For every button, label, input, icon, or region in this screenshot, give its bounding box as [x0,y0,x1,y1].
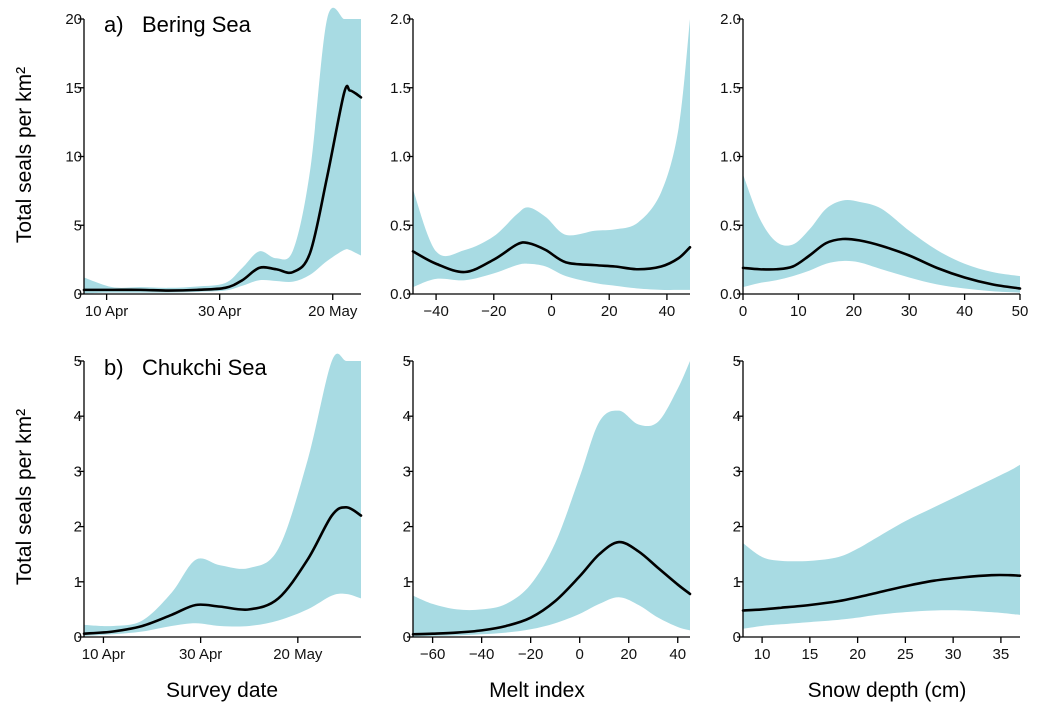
mean-curve [741,237,1022,290]
y-tick-label: 0 [74,286,82,303]
y-tick-label: 4 [733,408,741,425]
x-tick-label: −20 [481,303,506,320]
x-tick-label: 50 [1012,303,1029,320]
chart-panel-5: 0 1 2 3 4 5 −60 −40 −20 0 20 40 [403,353,692,663]
x-tick-label: −60 [420,646,445,663]
y-tick-label: 4 [74,408,82,425]
mean-curve [411,540,692,636]
y-tick-label: 0 [403,629,411,646]
x-tick-label: 0 [739,303,747,320]
mean-curve [82,84,363,292]
x-tick-label: 20 [620,646,637,663]
x-tick-label: 30 [945,646,962,663]
y-tick-label: 2 [733,519,741,536]
x-tick-label: 40 [659,303,676,320]
panel-region-b: Chukchi Sea [142,355,268,380]
confidence-band [743,464,1020,629]
confidence-band [743,174,1020,293]
x-tick-label: 10 Apr [85,303,128,320]
y-tick-label: 1 [74,574,82,591]
x-axis-label-survey-date: Survey date [166,679,278,702]
y-tick-label: 5 [403,353,411,370]
x-tick-label: 40 [956,303,973,320]
y-tick-label: 4 [403,408,411,425]
y-tick-label: 3 [74,463,82,480]
y-tick-label: 2.0 [390,11,411,28]
panel-title-b: b) Chukchi Sea [104,355,268,380]
y-tick-label: 2 [403,519,411,536]
x-tick-label: 20 May [273,646,323,663]
y-tick-label: 0 [733,629,741,646]
x-tick-label: −40 [423,303,448,320]
y-axis-label-bottom: Total seals per km² [13,409,36,585]
x-tick-label: 15 [802,646,819,663]
x-axis-label-snow-depth: Snow depth (cm) [808,679,967,702]
x-axis-label-melt-index: Melt index [489,679,585,702]
y-tick-label: 5 [733,353,741,370]
x-tick-label: −20 [518,646,543,663]
y-tick-label: 20 [65,11,82,28]
y-tick-label: 1 [403,574,411,591]
x-tick-label: 20 [849,646,866,663]
panel-letter-b: b) [104,355,124,380]
panel-title-a: a) Bering Sea [104,12,252,37]
x-tick-label: 10 [790,303,807,320]
y-tick-label: 0 [74,629,82,646]
confidence-band [84,7,361,294]
chart-panel-2: 0.0 0.5 1.0 1.5 2.0 −40 −20 0 20 40 [390,11,692,320]
mean-curve [82,505,363,635]
chart-panel-6: 0 1 2 3 4 5 10 15 20 25 30 35 [733,353,1022,663]
x-tick-label: 10 [754,646,771,663]
y-tick-label: 1.5 [390,80,411,97]
x-tick-label: 20 May [308,303,358,320]
y-tick-label: 1.0 [390,149,411,166]
x-tick-label: 10 Apr [82,646,125,663]
y-tick-label: 1.5 [720,80,741,97]
y-tick-label: 1 [733,574,741,591]
y-tick-label: 3 [403,463,411,480]
x-tick-label: 20 [601,303,618,320]
x-tick-label: 40 [669,646,686,663]
x-tick-label: 20 [845,303,862,320]
y-tick-label: 3 [733,463,741,480]
panel-region-a: Bering Sea [142,12,252,37]
x-tick-label: 30 [901,303,918,320]
y-tick-label: 2.0 [720,11,741,28]
y-tick-label: 0.0 [390,286,411,303]
y-tick-label: 10 [65,149,82,166]
x-tick-label: 0 [576,646,584,663]
x-tick-label: 35 [993,646,1010,663]
mean-curve [411,241,692,274]
confidence-band [84,353,361,636]
confidence-band [413,361,690,637]
x-tick-label: −40 [469,646,494,663]
panel-letter-a: a) [104,12,124,37]
x-tick-label: 30 Apr [198,303,241,320]
y-tick-label: 0.5 [390,217,411,234]
y-tick-label: 1.0 [720,149,741,166]
y-tick-label: 15 [65,80,82,97]
y-axis-label-top: Total seals per km² [13,67,36,243]
y-tick-label: 5 [74,353,82,370]
x-tick-label: 0 [547,303,555,320]
y-tick-label: 2 [74,519,82,536]
y-tick-label: 5 [74,217,82,234]
chart-panel-3: 0.0 0.5 1.0 1.5 2.0 0 10 20 30 40 50 [720,11,1028,320]
y-tick-label: 0.0 [720,286,741,303]
chart-panel-4: 0 1 2 3 4 5 10 Apr 30 Apr 20 May [74,353,363,663]
x-tick-label: 25 [897,646,914,663]
confidence-band [413,19,690,290]
mean-curve [741,573,1022,612]
chart-panel-1: 0 5 10 15 20 10 Apr 30 Apr 20 May [65,7,363,320]
y-tick-label: 0.5 [720,217,741,234]
x-tick-label: 30 Apr [179,646,222,663]
